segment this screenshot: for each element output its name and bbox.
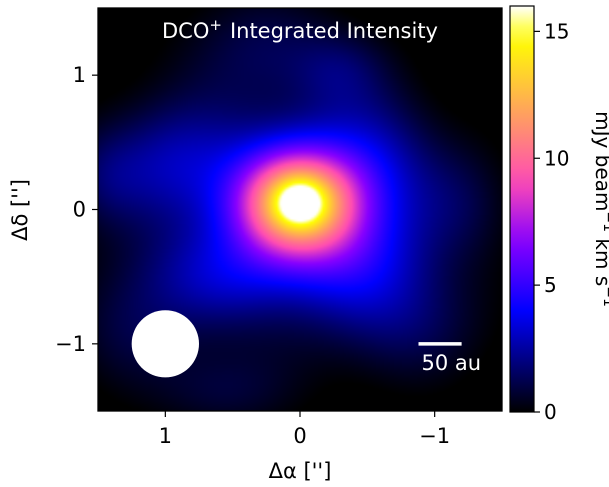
overlay-layer: 50 au bbox=[131, 310, 482, 378]
x-axis-label: Δα [''] bbox=[269, 459, 332, 483]
y-tick-label: 1 bbox=[73, 63, 86, 87]
colorbar-tick-label: 5 bbox=[544, 273, 557, 297]
y-tick-label: 0 bbox=[73, 198, 86, 222]
scale-bar-label: 50 au bbox=[422, 351, 482, 375]
colorbar-ticks: 0 5 10 15 bbox=[534, 19, 569, 424]
x-axis-ticks: 1 0 −1 bbox=[159, 411, 450, 448]
y-axis-ticks: 1 0 −1 bbox=[55, 63, 98, 356]
colorbar-frame bbox=[509, 5, 535, 413]
colorbar-tick-label: 10 bbox=[544, 146, 569, 170]
y-axis-label: Δδ [''] bbox=[8, 179, 32, 241]
colorbar-gradient bbox=[510, 6, 534, 412]
x-tick-label: 1 bbox=[159, 424, 172, 448]
y-tick-label: −1 bbox=[55, 332, 86, 356]
colorbar-tick-label: 15 bbox=[544, 19, 569, 43]
colorbar: 0 5 10 15 mJy beam−1 km s−1 bbox=[509, 5, 609, 424]
x-tick-label: 0 bbox=[293, 424, 306, 448]
plot-area: 50 au DCO+ Integrated Intensity 1 0 −1 1 0 −1… bbox=[8, 7, 503, 483]
beam-ellipse bbox=[131, 310, 199, 378]
colorbar-label: mJy beam−1 km s−1 bbox=[591, 111, 609, 307]
colorbar-tick-label: 0 bbox=[544, 400, 557, 424]
x-tick-label: −1 bbox=[419, 424, 450, 448]
chart-title: DCO+ Integrated Intensity bbox=[162, 16, 438, 43]
